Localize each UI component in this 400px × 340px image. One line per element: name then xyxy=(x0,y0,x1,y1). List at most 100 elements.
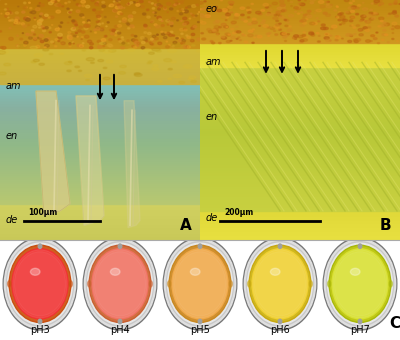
Bar xyxy=(0,172,200,174)
Ellipse shape xyxy=(168,20,170,21)
Ellipse shape xyxy=(134,73,140,75)
Ellipse shape xyxy=(62,6,64,7)
Bar xyxy=(200,208,400,211)
Bar xyxy=(0,233,200,234)
Ellipse shape xyxy=(28,37,32,39)
Ellipse shape xyxy=(72,20,74,22)
Ellipse shape xyxy=(304,36,308,38)
Ellipse shape xyxy=(363,20,366,21)
Ellipse shape xyxy=(179,81,185,84)
Ellipse shape xyxy=(69,46,71,47)
Ellipse shape xyxy=(336,17,339,18)
Ellipse shape xyxy=(18,45,27,48)
Ellipse shape xyxy=(164,32,167,33)
Ellipse shape xyxy=(90,31,92,32)
Ellipse shape xyxy=(16,22,20,24)
Circle shape xyxy=(333,250,387,318)
Ellipse shape xyxy=(393,11,396,12)
Ellipse shape xyxy=(98,21,100,22)
Ellipse shape xyxy=(107,22,109,23)
Ellipse shape xyxy=(0,51,6,54)
Bar xyxy=(0,98,200,100)
Circle shape xyxy=(250,247,310,321)
Ellipse shape xyxy=(148,32,151,35)
Ellipse shape xyxy=(134,41,139,44)
Text: C: C xyxy=(390,316,400,331)
Ellipse shape xyxy=(244,20,248,22)
Bar xyxy=(200,179,400,182)
Ellipse shape xyxy=(251,3,254,4)
Bar xyxy=(0,12,200,14)
Ellipse shape xyxy=(90,47,93,49)
Ellipse shape xyxy=(126,40,129,41)
Bar xyxy=(0,194,200,196)
Ellipse shape xyxy=(172,44,180,47)
Circle shape xyxy=(332,249,388,319)
Ellipse shape xyxy=(181,33,183,35)
Ellipse shape xyxy=(26,18,30,21)
Ellipse shape xyxy=(84,35,89,38)
Ellipse shape xyxy=(335,36,340,38)
Ellipse shape xyxy=(180,43,182,44)
Ellipse shape xyxy=(371,35,375,37)
Ellipse shape xyxy=(231,36,236,39)
Bar xyxy=(0,36,200,38)
Ellipse shape xyxy=(116,0,120,1)
Bar xyxy=(200,102,400,104)
Bar xyxy=(0,61,200,62)
Bar xyxy=(0,62,200,64)
Ellipse shape xyxy=(34,19,36,20)
Ellipse shape xyxy=(26,7,27,8)
Bar xyxy=(200,219,400,221)
Circle shape xyxy=(164,239,236,328)
Bar xyxy=(0,137,200,138)
Ellipse shape xyxy=(369,12,373,14)
Ellipse shape xyxy=(77,36,78,37)
Ellipse shape xyxy=(116,16,118,17)
Ellipse shape xyxy=(326,14,330,16)
Ellipse shape xyxy=(7,11,11,14)
Ellipse shape xyxy=(18,6,19,7)
Bar xyxy=(0,73,200,75)
Ellipse shape xyxy=(99,11,102,13)
Ellipse shape xyxy=(30,12,32,13)
Bar xyxy=(0,110,200,112)
Ellipse shape xyxy=(149,28,150,29)
Ellipse shape xyxy=(140,0,143,2)
Bar xyxy=(0,117,200,119)
Ellipse shape xyxy=(161,21,163,22)
Ellipse shape xyxy=(379,2,384,5)
Ellipse shape xyxy=(254,37,256,38)
Ellipse shape xyxy=(158,8,160,9)
Bar xyxy=(200,71,400,73)
Ellipse shape xyxy=(152,48,160,51)
Bar xyxy=(0,90,200,92)
Ellipse shape xyxy=(224,26,228,28)
Ellipse shape xyxy=(45,27,48,29)
Bar xyxy=(0,166,200,168)
Ellipse shape xyxy=(156,34,158,35)
Ellipse shape xyxy=(321,24,325,26)
Ellipse shape xyxy=(342,22,345,24)
Bar xyxy=(200,224,400,226)
Ellipse shape xyxy=(39,34,44,37)
Ellipse shape xyxy=(103,50,112,53)
Ellipse shape xyxy=(120,42,129,46)
Ellipse shape xyxy=(360,20,362,21)
Ellipse shape xyxy=(338,19,341,21)
Bar xyxy=(0,29,200,31)
Ellipse shape xyxy=(252,31,254,32)
Ellipse shape xyxy=(306,19,308,20)
Ellipse shape xyxy=(45,44,49,47)
Bar xyxy=(0,105,200,106)
Ellipse shape xyxy=(86,57,94,61)
Circle shape xyxy=(118,319,122,324)
Ellipse shape xyxy=(92,9,96,11)
Ellipse shape xyxy=(240,7,245,10)
Bar xyxy=(0,202,200,204)
Ellipse shape xyxy=(349,2,352,4)
Ellipse shape xyxy=(244,35,246,36)
Ellipse shape xyxy=(44,39,48,41)
Ellipse shape xyxy=(222,8,227,11)
Ellipse shape xyxy=(281,10,285,12)
